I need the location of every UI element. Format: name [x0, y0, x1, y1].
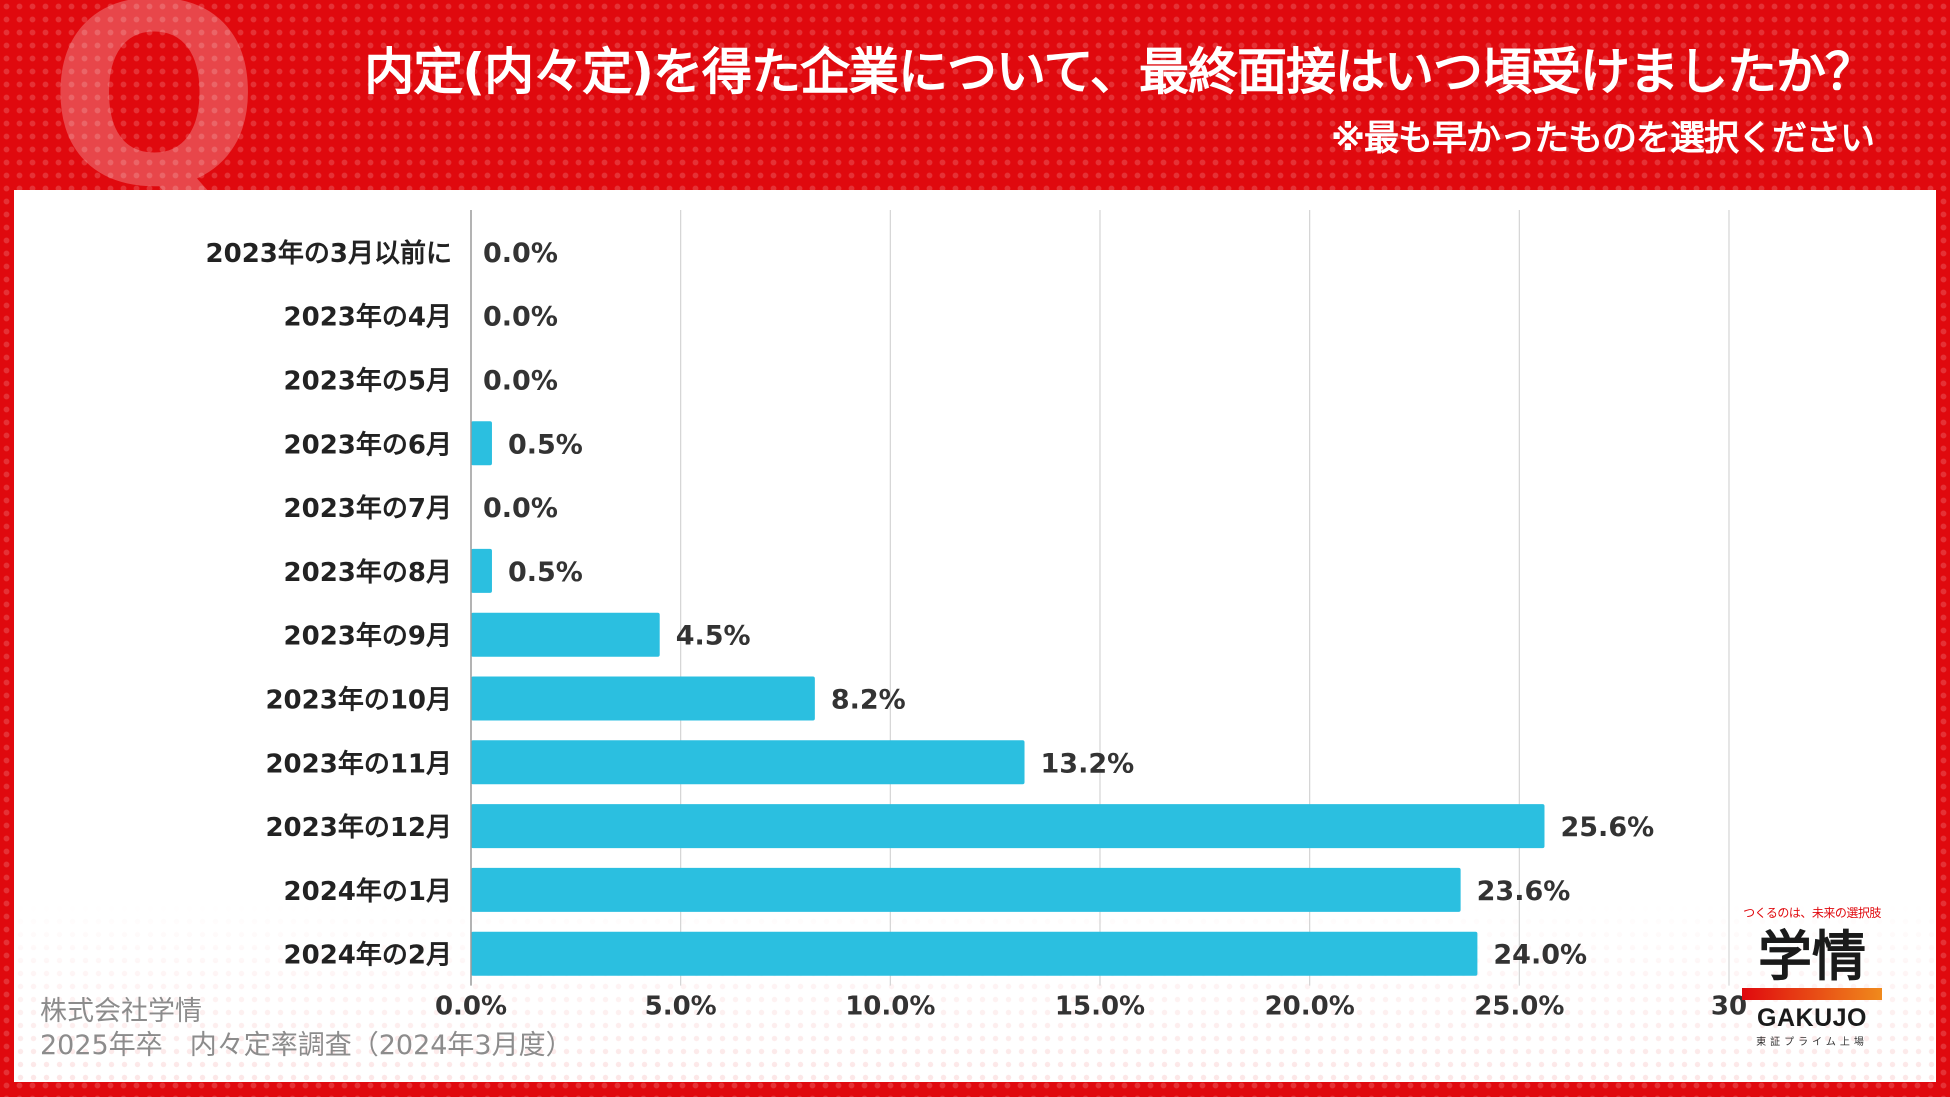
q-mark: Q: [48, 0, 261, 242]
category-label-6: 2023年の9月: [284, 621, 452, 652]
x-tick-label-5: 25.0%: [1474, 992, 1564, 1022]
value-label-0: 0.0%: [483, 238, 558, 269]
question-subtitle: ※最も早かったものを選択ください: [1330, 119, 1875, 159]
x-tick-label-4: 20.0%: [1265, 992, 1355, 1022]
gakujo-logo: つくるのは、未来の選択肢 学情 GAKUJO 東証プライム上場: [1728, 904, 1896, 1048]
bar-6: [471, 612, 660, 657]
category-label-8: 2023年の11月: [265, 748, 452, 779]
value-label-8: 13.2%: [1041, 748, 1135, 779]
category-label-5: 2023年の8月: [284, 557, 452, 588]
value-label-7: 8.2%: [831, 685, 906, 716]
chart-panel: 0.0% 5.0% 10.0% 15.0% 20.0% 25.0% 30 2023年の3月以前…: [14, 190, 1936, 1082]
source-company: 株式会社学情: [40, 996, 202, 1027]
category-label-0: 2023年の3月以前に: [206, 238, 452, 269]
logo-english: GAKUJO: [1757, 1003, 1867, 1032]
logo-tagline: つくるのは、未来の選択肢: [1743, 906, 1881, 920]
source-note: 株式会社学情 2025年卒 内々定率調査（2024年3月度）: [40, 995, 573, 1063]
value-label-3: 0.5%: [508, 429, 583, 460]
value-label-4: 0.0%: [483, 493, 558, 524]
bar-3: [471, 421, 492, 466]
x-tick-label-3: 15.0%: [1055, 992, 1145, 1022]
logo-listing: 東証プライム上場: [1756, 1036, 1868, 1048]
category-label-10: 2024年の1月: [284, 876, 452, 907]
value-label-10: 23.6%: [1477, 876, 1571, 907]
category-label-2: 2023年の5月: [284, 366, 452, 397]
logo-gradient-bar: [1742, 987, 1882, 1000]
category-label-7: 2023年の10月: [265, 685, 452, 716]
value-label-11: 24.0%: [1493, 940, 1587, 971]
value-label-1: 0.0%: [483, 302, 558, 333]
category-label-9: 2023年の12月: [265, 812, 452, 843]
x-tick-label-6: 30: [1711, 992, 1747, 1022]
logo-kanji: 学情: [1758, 925, 1866, 988]
category-label-11: 2024年の2月: [284, 940, 452, 971]
value-label-6: 4.5%: [676, 621, 751, 652]
bar-9: [471, 804, 1545, 849]
x-tick-label-0: 0.0%: [435, 992, 507, 1022]
category-label-4: 2023年の7月: [284, 493, 452, 524]
bar-8: [471, 740, 1025, 785]
value-label-5: 0.5%: [508, 557, 583, 588]
bar-11: [471, 931, 1478, 976]
x-tick-label-2: 10.0%: [845, 992, 935, 1022]
category-label-3: 2023年の6月: [284, 429, 452, 460]
bar-5: [471, 548, 492, 593]
category-label-1: 2023年の4月: [284, 302, 452, 333]
question-title: 内定(内々定)を得た企業について、最終面接はいつ頃受けましたか？: [364, 43, 1875, 101]
x-tick-label-1: 5.0%: [645, 992, 717, 1022]
bar-7: [471, 676, 815, 721]
bar-10: [471, 867, 1461, 912]
value-label-2: 0.0%: [483, 366, 558, 397]
value-label-9: 25.6%: [1560, 812, 1654, 843]
bar-chart: 0.0% 5.0% 10.0% 15.0% 20.0% 25.0% 30 2023年の3月以前…: [206, 210, 1747, 1022]
source-survey: 2025年卒 内々定率調査（2024年3月度）: [40, 1030, 573, 1061]
